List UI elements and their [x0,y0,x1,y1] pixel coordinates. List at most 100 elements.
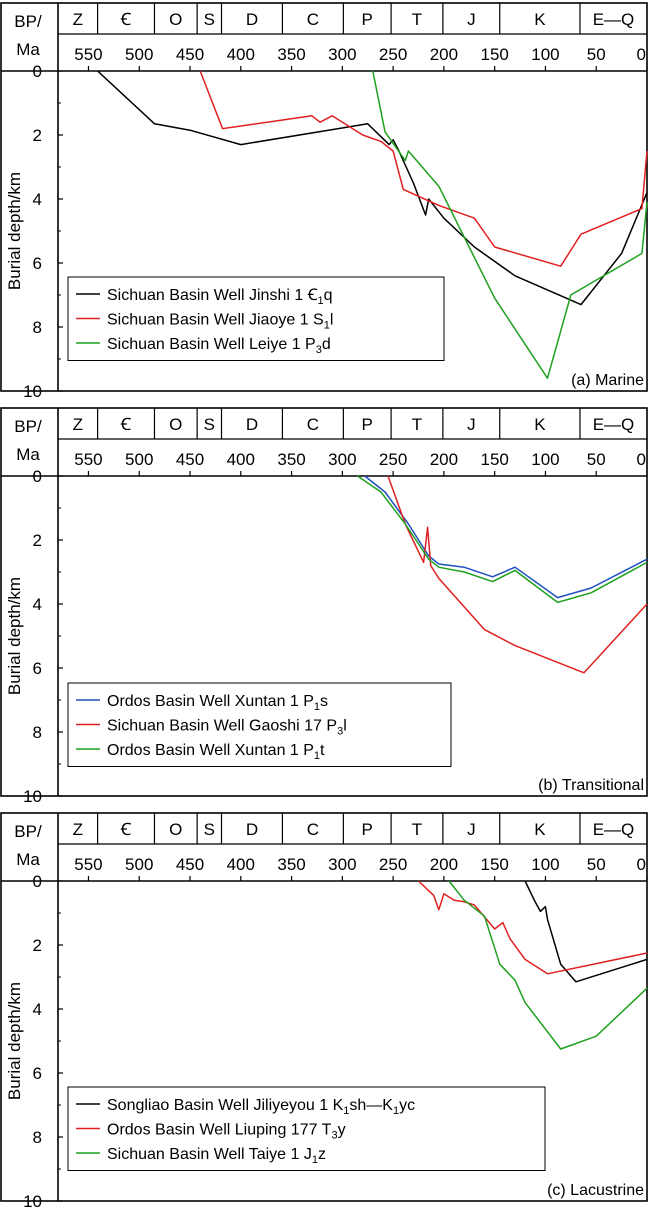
legend-label: Songliao Basin Well Jiliyeyou 1 K1sh—K1y… [107,1097,415,1117]
x-tick-label: 0 [637,855,646,874]
period-label: C [307,10,319,29]
x-tick-label: 50 [587,450,606,469]
period-label: Z [73,415,83,434]
legend-label: Sichuan Basin Well Jinshi 1 Ꞓ1q [107,287,333,307]
x-tick-label: 150 [480,855,508,874]
y-tick-label: 0 [33,467,42,486]
period-label: E—Q [593,415,635,434]
chart-panel-3: Z Ꞓ O S D C P T J K E—QBP/Ma 550 500 450 400 350 300 250 2… [0,812,648,1211]
y-tick-label: 0 [33,872,42,891]
y-tick-label: 8 [33,318,42,337]
panel-frame [0,2,648,392]
legend-label: Sichuan Basin Well Jiaoye 1 S1l [107,312,333,332]
period-label: J [467,10,476,29]
period-label: K [534,820,546,839]
period-label: S [204,820,215,839]
series-line-2 [387,475,648,674]
x-tick-label: 150 [480,45,508,64]
x-tick-label: 450 [176,855,204,874]
y-tick-label: 4 [33,595,42,614]
x-tick-label: 50 [587,45,606,64]
period-label: C [307,820,319,839]
legend-label: Sichuan Basin Well Taiye 1 J1z [107,1146,326,1166]
series-line-1 [364,475,648,599]
x-tick-label: 400 [227,855,255,874]
y-tick-label: 10 [23,787,42,806]
period-label: Ꞓ [120,415,132,434]
period-label: Ꞓ [120,820,132,839]
period-label: Z [73,820,83,839]
period-label: P [362,415,373,434]
x-tick-label: 100 [531,450,559,469]
panel-label: (a) Marine [571,372,644,389]
y-tick-label: 6 [33,659,42,678]
period-label: J [467,415,476,434]
x-tick-label: 200 [430,450,458,469]
x-tick-label: 0 [637,45,646,64]
x-tick-label: 400 [227,45,255,64]
period-label: T [412,415,422,434]
x-tick-label: 250 [379,450,407,469]
x-tick-label: 500 [125,45,153,64]
panel-label: (c) Lacustrine [547,1182,644,1199]
period-label: P [362,10,373,29]
legend-box [67,1086,546,1171]
period-label: T [412,10,422,29]
y-tick-label: 6 [33,254,42,273]
x-axis-title-line2: Ma [16,40,40,59]
x-tick-label: 100 [531,45,559,64]
y-axis-title: Burial depth/km [5,172,24,290]
x-tick-label: 100 [531,855,559,874]
y-tick-label: 0 [33,62,42,81]
period-label: Z [73,10,83,29]
period-label: T [412,820,422,839]
x-tick-label: 550 [74,450,102,469]
y-tick-label: 2 [33,531,42,550]
y-axis-title: Burial depth/km [5,577,24,695]
period-label: C [307,415,319,434]
period-label: O [169,820,182,839]
chart-panel-1: Z Ꞓ O S D C P T J K E—QBP/Ma 550 500 450 400 350 300 250 2… [0,2,648,401]
y-tick-label: 4 [33,1000,42,1019]
period-label: Ꞓ [120,10,132,29]
period-label: K [534,415,546,434]
x-tick-label: 550 [74,855,102,874]
x-axis-title-line1: BP/ [14,12,42,31]
x-axis-title-line1: BP/ [14,822,42,841]
y-axis-title: Burial depth/km [5,982,24,1100]
x-tick-label: 350 [277,855,305,874]
x-tick-label: 500 [125,450,153,469]
x-tick-label: 0 [637,450,646,469]
x-tick-label: 150 [480,450,508,469]
x-axis-title-line2: Ma [16,445,40,464]
period-label: O [169,10,182,29]
legend-label: Sichuan Basin Well Leiye 1 P3d [107,336,331,356]
period-label: S [204,10,215,29]
x-tick-label: 200 [430,855,458,874]
series-line-3 [372,70,648,379]
legend-label: Sichuan Basin Well Gaoshi 17 P3l [107,718,347,738]
legend-box [67,682,452,767]
y-tick-label: 4 [33,190,42,209]
x-tick-label: 300 [328,450,356,469]
panel-label: (b) Transitional [538,777,644,794]
series-line-3 [448,880,648,1050]
y-tick-label: 6 [33,1064,42,1083]
series-line-2 [199,70,648,267]
x-tick-label: 500 [125,855,153,874]
y-tick-label: 2 [33,936,42,955]
x-tick-label: 50 [587,855,606,874]
x-tick-label: 400 [227,450,255,469]
legend-label: Ordos Basin Well Xuntan 1 P1t [107,742,325,762]
panel-frame [0,407,648,797]
period-label: D [246,820,258,839]
x-tick-label: 250 [379,45,407,64]
period-label: J [467,820,476,839]
y-tick-label: 2 [33,126,42,145]
period-label: O [169,415,182,434]
panel-frame [0,812,648,1202]
series-line-2 [417,880,648,975]
x-tick-label: 550 [74,45,102,64]
x-tick-label: 450 [176,45,204,64]
